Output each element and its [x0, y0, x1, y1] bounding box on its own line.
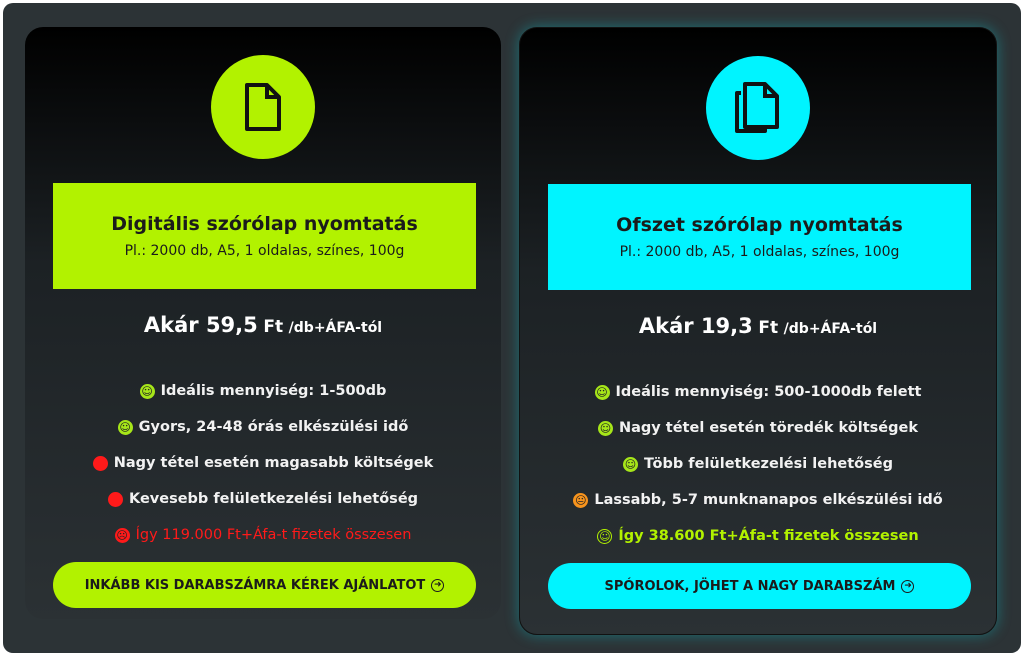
feature-item-total: ☹ Így 119.000 Ft+Áfa-t fizetek összesen	[25, 517, 501, 553]
document-icon	[211, 55, 315, 159]
feature-text: Így 119.000 Ft+Áfa-t fizetek összesen	[135, 527, 412, 543]
arrow-right-circle-icon: ➜	[431, 578, 445, 592]
feature-item: ☺ Gyors, 24-48 órás elkészülési idő	[25, 409, 501, 445]
smile-icon: ☺	[623, 456, 638, 472]
price: Akár 59,5 Ft /db+ÁFA-tól	[25, 313, 501, 337]
smile-icon: ☺	[117, 419, 133, 435]
card-banner: Digitális szórólap nyomtatás Pl.: 2000 d…	[53, 183, 476, 289]
price-unit: /db+ÁFA-tól	[783, 321, 878, 337]
price-value: Akár 59,5	[143, 313, 258, 337]
feature-list: ☺ Ideális mennyiség: 500-1000db felett ☺ N…	[520, 374, 996, 554]
feature-text: Ideális mennyiség: 1-500db	[160, 383, 387, 399]
feature-text: Nagy tétel esetén magasabb költségek	[113, 455, 434, 471]
feature-text: Nagy tétel esetén töredék költségek	[618, 420, 918, 436]
feature-item: Kevesebb felületkezelési lehetőség	[25, 481, 501, 517]
card-subtitle: Pl.: 2000 db, A5, 1 oldalas, színes, 100…	[619, 244, 900, 260]
feature-item-total: ☺ Így 38.600 Ft+Áfa-t fizetek összesen	[520, 518, 996, 554]
price: Akár 19,3 Ft /db+ÁFA-tól	[520, 314, 996, 338]
request-small-quote-button[interactable]: INKÁBB KIS DARABSZÁMRA KÉREK AJÁNLATOT ➜	[53, 562, 476, 608]
feature-text: Több felületkezelési lehetőség	[644, 456, 893, 472]
feature-text: Lassabb, 5-7 munknanapos elkészülési idő	[594, 492, 943, 508]
smile-outline-icon: ☺	[597, 528, 613, 544]
smile-icon: ☺	[597, 420, 613, 436]
card-digital: Digitális szórólap nyomtatás Pl.: 2000 d…	[25, 27, 501, 619]
price-unit: /db+ÁFA-tól	[288, 320, 383, 336]
feature-item: ☺ Ideális mennyiség: 1-500db	[25, 373, 501, 409]
arrow-right-circle-icon: ➜	[901, 579, 915, 593]
button-label: SPÓROLOK, JÖHET A NAGY DARABSZÁM	[604, 578, 896, 594]
feature-text: Így 38.600 Ft+Áfa-t fizetek összesen	[618, 528, 919, 544]
feature-text: Gyors, 24-48 órás elkészülési idő	[138, 419, 409, 435]
card-offset: Ofszet szórólap nyomtatás Pl.: 2000 db, …	[519, 27, 997, 635]
feature-text: Kevesebb felületkezelési lehetőség	[128, 491, 419, 507]
feature-list: ☺ Ideális mennyiség: 1-500db ☺ Gyors, 24-4…	[25, 373, 501, 553]
copy-documents-icon	[706, 56, 810, 160]
save-large-quantity-button[interactable]: SPÓROLOK, JÖHET A NAGY DARABSZÁM ➜	[548, 563, 971, 609]
price-currency: Ft	[263, 317, 284, 337]
card-banner: Ofszet szórólap nyomtatás Pl.: 2000 db, …	[548, 184, 971, 290]
sad-face-icon: ☹	[114, 527, 130, 543]
smile-icon: ☺	[139, 383, 155, 399]
feature-item: ☺ Több felületkezelési lehetőség	[520, 446, 996, 482]
button-label: INKÁBB KIS DARABSZÁMRA KÉREK AJÁNLATOT	[84, 577, 426, 593]
price-value: Akár 19,3	[638, 314, 753, 338]
card-title: Ofszet szórólap nyomtatás	[616, 214, 903, 236]
feature-item: Nagy tétel esetén magasabb költségek	[25, 445, 501, 481]
red-dot-icon	[92, 455, 108, 471]
smile-icon: ☺	[594, 384, 610, 400]
card-subtitle: Pl.: 2000 db, A5, 1 oldalas, színes, 100…	[124, 243, 405, 259]
red-dot-icon	[107, 491, 123, 507]
feature-item: ☺ Ideális mennyiség: 500-1000db felett	[520, 374, 996, 410]
price-currency: Ft	[758, 318, 779, 338]
feature-text: Ideális mennyiség: 500-1000db felett	[615, 384, 922, 400]
neutral-face-icon: 😐	[573, 492, 589, 508]
card-title: Digitális szórólap nyomtatás	[111, 213, 418, 235]
feature-item: ☺ Nagy tétel esetén töredék költségek	[520, 410, 996, 446]
pricing-section: Digitális szórólap nyomtatás Pl.: 2000 d…	[3, 3, 1021, 653]
feature-item: 😐 Lassabb, 5-7 munknanapos elkészülési id…	[520, 482, 996, 518]
